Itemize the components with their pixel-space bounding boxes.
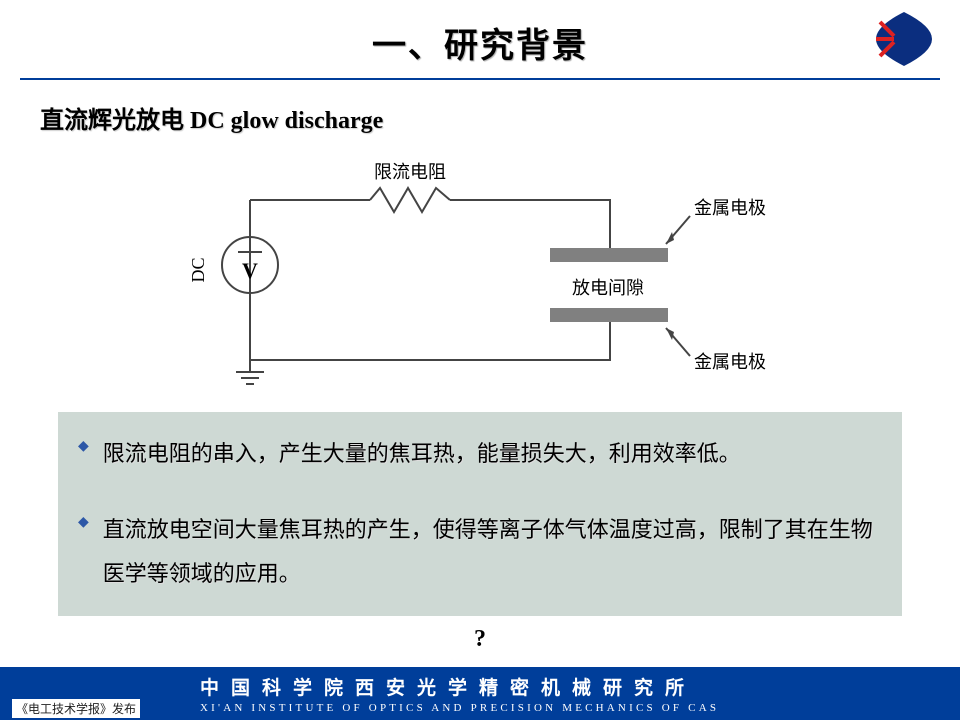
list-item: ◆ 直流放电空间大量焦耳热的产生，使得等离子体气体温度过高，限制了其在生物医学等… <box>78 508 882 596</box>
footer-left: 《电工技术学报》发布 <box>12 699 140 718</box>
page-title: 一、研究背景 <box>0 18 960 67</box>
dc-label: DC <box>188 257 208 282</box>
list-item: ◆ 限流电阻的串入，产生大量的焦耳热，能量损失大，利用效率低。 <box>78 432 882 476</box>
slide: 一、研究背景 直流辉光放电 DC glow discharge 限流电阻 V D… <box>0 0 960 720</box>
bullet-text: 直流放电空间大量焦耳热的产生，使得等离子体气体温度过高，限制了其在生物医学等领域… <box>103 508 882 596</box>
top-electrode-label: 金属电极 <box>694 198 766 218</box>
logo-icon <box>868 8 940 70</box>
resistor-label: 限流电阻 <box>374 162 446 182</box>
top-electrode <box>550 248 668 262</box>
question-mark: ? <box>0 626 960 653</box>
circuit-diagram: 限流电阻 V DC 放电间隙 金属电极 金属电极 <box>170 140 790 385</box>
diagram-bg <box>170 140 790 385</box>
bullet-text: 限流电阻的串入，产生大量的焦耳热，能量损失大，利用效率低。 <box>103 432 741 476</box>
gap-label: 放电间隙 <box>572 278 644 298</box>
title-area: 一、研究背景 <box>0 0 960 67</box>
diamond-icon: ◆ <box>78 438 89 455</box>
bottom-electrode-label: 金属电极 <box>694 352 766 372</box>
footer: 中国科学院西安光学精密机械研究所 XI'AN INSTITUTE OF OPTI… <box>0 667 960 720</box>
bottom-electrode <box>550 308 668 322</box>
voltmeter-label: V <box>242 258 258 283</box>
bullets-box: ◆ 限流电阻的串入，产生大量的焦耳热，能量损失大，利用效率低。 ◆ 直流放电空间… <box>58 412 902 616</box>
footer-cn: 中国科学院西安光学精密机械研究所 <box>200 673 960 700</box>
divider <box>20 78 940 80</box>
footer-en: XI'AN INSTITUTE OF OPTICS AND PRECISION … <box>200 702 960 714</box>
footer-bar: 中国科学院西安光学精密机械研究所 XI'AN INSTITUTE OF OPTI… <box>0 667 960 720</box>
diamond-icon: ◆ <box>78 514 89 531</box>
subtitle: 直流辉光放电 DC glow discharge <box>40 100 383 135</box>
